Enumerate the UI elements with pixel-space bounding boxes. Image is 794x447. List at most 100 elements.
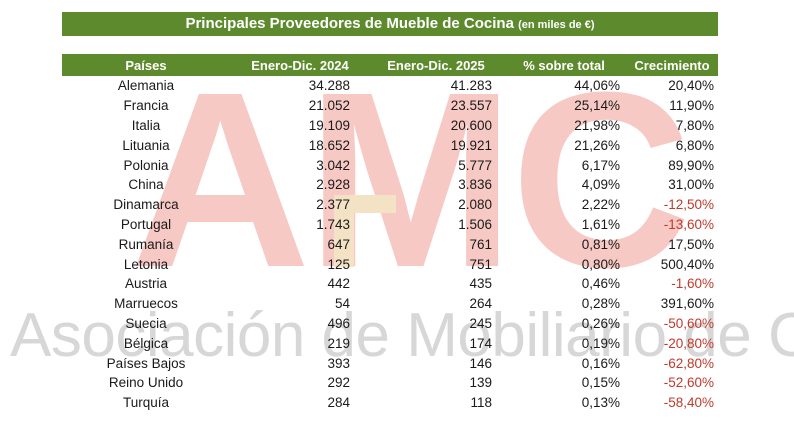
table-row: Dinamarca 2.377 2.080 2,22% -12,50% <box>62 195 718 215</box>
cell-2025: 20.600 <box>450 117 492 133</box>
cell-2025: 435 <box>469 276 492 292</box>
cell-pais: Portugal <box>120 216 172 232</box>
cell-2025: 1.506 <box>458 216 492 232</box>
cell-2024: 3.042 <box>316 157 350 173</box>
cell-crecimiento: -62,80% <box>663 355 714 371</box>
cell-pct-total: 1,61% <box>581 216 620 232</box>
cell-2024: 2.377 <box>316 197 350 213</box>
table-row: Turquía 284 118 0,13% -58,40% <box>62 393 718 413</box>
cell-pct-total: 21,26% <box>574 137 620 153</box>
cell-pct-total: 0,80% <box>581 256 620 272</box>
cell-crecimiento: 391,60% <box>660 296 714 312</box>
cell-pct-total: 0,81% <box>581 236 620 252</box>
cell-crecimiento: -58,40% <box>663 395 714 411</box>
cell-pct-total: 21,98% <box>574 117 620 133</box>
cell-crecimiento: 20,40% <box>668 78 714 94</box>
table-row: Letonia 125 751 0,80% 500,40% <box>62 254 718 274</box>
table-body: Alemania 34.288 41.283 44,06% 20,40% Francia 2… <box>62 76 718 413</box>
cell-2025: 118 <box>470 395 492 411</box>
cell-pct-total: 0,26% <box>581 315 620 331</box>
title-unit: (en miles de €) <box>518 19 595 31</box>
cell-2025: 23.557 <box>450 98 492 114</box>
cell-pais: Alemania <box>117 78 175 94</box>
cell-2025: 146 <box>469 355 492 371</box>
cell-crecimiento: -52,60% <box>663 375 714 391</box>
cell-pais: Marruecos <box>114 296 178 312</box>
cell-2025: 19.921 <box>450 137 492 153</box>
cell-2024: 1.743 <box>316 216 350 232</box>
cell-pais: Rumanía <box>118 236 174 252</box>
table-row: Rumanía 647 761 0,81% 17,50% <box>62 234 718 254</box>
cell-pais: Polonia <box>123 157 169 173</box>
cell-crecimiento: -12,50% <box>663 197 714 213</box>
cell-crecimiento: -13,60% <box>663 216 714 232</box>
cell-pct-total: 0,19% <box>581 335 620 351</box>
cell-crecimiento: -1,60% <box>671 276 714 292</box>
cell-crecimiento: 11,90% <box>669 98 714 114</box>
suppliers-table: Países Enero-Dic. 2024 Enero-Dic. 2025 %… <box>62 54 718 413</box>
cell-pais: Suecia <box>125 315 167 331</box>
cell-pais: Italia <box>131 117 161 133</box>
cell-crecimiento: 89,90% <box>668 157 714 173</box>
cell-pais: Lituania <box>122 137 170 153</box>
table-row: Países Bajos 393 146 0,16% -62,80% <box>62 353 718 373</box>
cell-pais: China <box>128 177 164 193</box>
cell-crecimiento: 17,50% <box>668 236 714 252</box>
table-row: Polonia 3.042 5.777 6,17% 89,90% <box>62 155 718 175</box>
cell-pct-total: 6,17% <box>581 157 620 173</box>
cell-2025: 245 <box>469 315 492 331</box>
cell-2024: 19.109 <box>308 117 350 133</box>
cell-crecimiento: -20,80% <box>663 335 714 351</box>
cell-pais: Letonia <box>123 256 169 272</box>
cell-2025: 751 <box>469 256 492 272</box>
cell-pais: Austria <box>124 276 168 292</box>
watermark-logo: AMC <box>130 40 691 319</box>
table-row: Bélgica 219 174 0,19% -20,80% <box>62 333 718 353</box>
cell-2024: 54 <box>334 296 350 312</box>
cell-pais: Turquía <box>122 395 170 411</box>
watermark-text: Asociación de Mobiliario de Cocina <box>10 301 794 370</box>
cell-pct-total: 0,15% <box>581 375 620 391</box>
cell-pct-total: 0,16% <box>581 355 620 371</box>
cell-2024: 442 <box>327 276 350 292</box>
cell-pct-total: 44,06% <box>574 78 620 94</box>
header-2024: Enero-Dic. 2024 <box>251 57 349 73</box>
table-row: Italia 19.109 20.600 21,98% 7,80% <box>62 116 718 136</box>
cell-2024: 292 <box>327 375 350 391</box>
cell-2025: 3.836 <box>458 177 492 193</box>
table-row: Austria 442 435 0,46% -1,60% <box>62 274 718 294</box>
header-pct-total: % sobre total <box>523 57 605 73</box>
table-header-row: Países Enero-Dic. 2024 Enero-Dic. 2025 %… <box>62 54 718 76</box>
table-row: China 2.928 3.836 4,09% 31,00% <box>62 175 718 195</box>
header-crecimiento: Crecimiento <box>634 57 710 73</box>
cell-2025: 2.080 <box>458 197 492 213</box>
cell-2024: 496 <box>327 315 350 331</box>
cell-2025: 174 <box>469 335 492 351</box>
watermark-logo-bar <box>334 195 354 267</box>
cell-2025: 5.777 <box>458 157 492 173</box>
table-row: Lituania 18.652 19.921 21,26% 6,80% <box>62 135 718 155</box>
cell-pct-total: 0,46% <box>581 276 620 292</box>
table-row: Suecia 496 245 0,26% -50,60% <box>62 314 718 334</box>
cell-pais: Países Bajos <box>106 355 186 371</box>
page-title: Principales Proveedores de Mueble de Coc… <box>62 12 718 36</box>
table-row: Francia 21.052 23.557 25,14% 11,90% <box>62 96 718 116</box>
title-text: Principales Proveedores de Mueble de Coc… <box>185 15 514 32</box>
cell-pais: Dinamarca <box>113 197 179 213</box>
cell-crecimiento: 31,00% <box>668 177 714 193</box>
cell-crecimiento: -50,60% <box>663 315 714 331</box>
header-2025: Enero-Dic. 2025 <box>387 57 485 73</box>
cell-2025: 139 <box>469 375 492 391</box>
cell-2024: 34.288 <box>308 78 350 94</box>
table-row: Portugal 1.743 1.506 1,61% -13,60% <box>62 215 718 235</box>
table-row: Reino Unido 292 139 0,15% -52,60% <box>62 373 718 393</box>
table-row: Alemania 34.288 41.283 44,06% 20,40% <box>62 76 718 96</box>
cell-2024: 18.652 <box>308 137 350 153</box>
watermark-logo-bar-top <box>334 195 396 213</box>
cell-crecimiento: 6,80% <box>675 137 714 153</box>
cell-pais: Francia <box>123 98 169 114</box>
cell-pct-total: 2,22% <box>581 197 620 213</box>
table-row: Marruecos 54 264 0,28% 391,60% <box>62 294 718 314</box>
cell-2024: 219 <box>327 335 350 351</box>
